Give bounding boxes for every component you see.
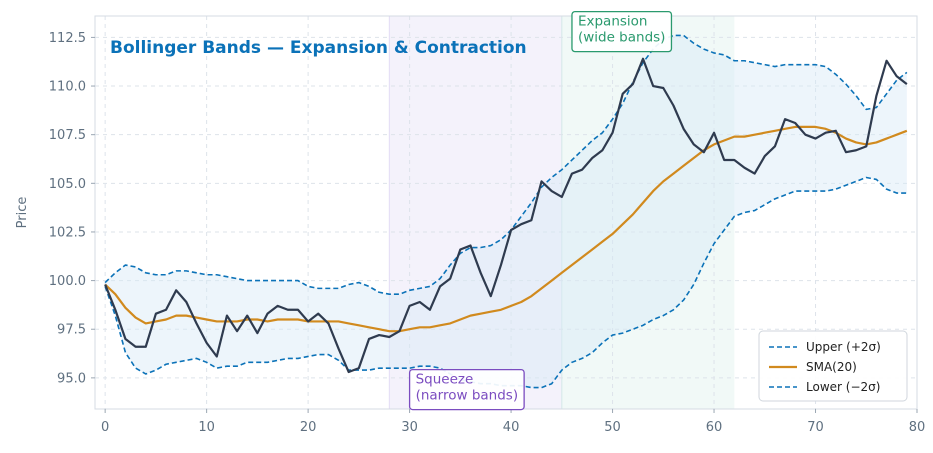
x-tick-label-0: 0 (101, 420, 109, 435)
y-tick-label-4: 105.0 (49, 177, 86, 192)
y-tick-label-7: 112.5 (49, 31, 86, 46)
price-line (104, 57, 908, 374)
y-tick-label-2: 100.0 (49, 274, 86, 289)
x-tick-label-6: 60 (706, 420, 723, 435)
shaded-region-1 (561, 16, 735, 409)
x-tick-label-8: 80 (909, 420, 926, 435)
upper-band-line (104, 34, 908, 296)
grid-lines (95, 16, 918, 409)
annotation-1: Expansion(wide bands) (571, 10, 673, 53)
y-tick-label-3: 102.5 (49, 225, 86, 240)
legend-box (758, 330, 908, 402)
chart-title: Bollinger Bands — Expansion & Contractio… (110, 38, 527, 58)
x-tick-label-5: 50 (604, 420, 621, 435)
sma-line (104, 125, 908, 333)
annotation-line-1-1: (wide bands) (578, 30, 666, 46)
y-axis-label: Price (15, 197, 30, 229)
band-fill-area (105, 35, 907, 388)
y-tick-label-6: 110.0 (49, 80, 86, 95)
x-tick-label-7: 70 (807, 420, 824, 435)
annotation-line-0-0: Squeeze (416, 372, 474, 388)
annotation-0: Squeeze(narrow bands) (408, 368, 525, 411)
y-tick-label-1: 97.5 (57, 323, 86, 338)
x-axis-ticks: 0 10 20 30 40 50 60 70 80 (101, 409, 925, 435)
annotation-line-0-1: (narrow bands) (416, 388, 519, 404)
x-tick-label-1: 10 (198, 420, 215, 435)
annotation-box-1 (571, 10, 673, 53)
legend: Upper (+2σ) SMA(20) Lower (−2σ) (758, 330, 908, 402)
annotation-line-1-0: Expansion (578, 14, 648, 30)
legend-label-upper: Upper (+2σ) (806, 340, 881, 354)
x-tick-label-2: 20 (300, 420, 317, 435)
y-tick-label-0: 95.0 (57, 371, 86, 386)
annotations: Squeeze(narrow bands) Expansion(wide band… (408, 10, 673, 411)
legend-label-lower: Lower (−2σ) (806, 380, 880, 394)
x-tick-label-4: 40 (503, 420, 520, 435)
legend-label-sma: SMA(20) (806, 360, 857, 374)
y-tick-label-5: 107.5 (49, 128, 86, 143)
y-axis-ticks: 95.0 97.5 100.0 102.5 105.0 107.5 110.0 112.5 (49, 31, 95, 386)
annotation-box-0 (408, 368, 525, 411)
x-tick-label-3: 30 (401, 420, 418, 435)
